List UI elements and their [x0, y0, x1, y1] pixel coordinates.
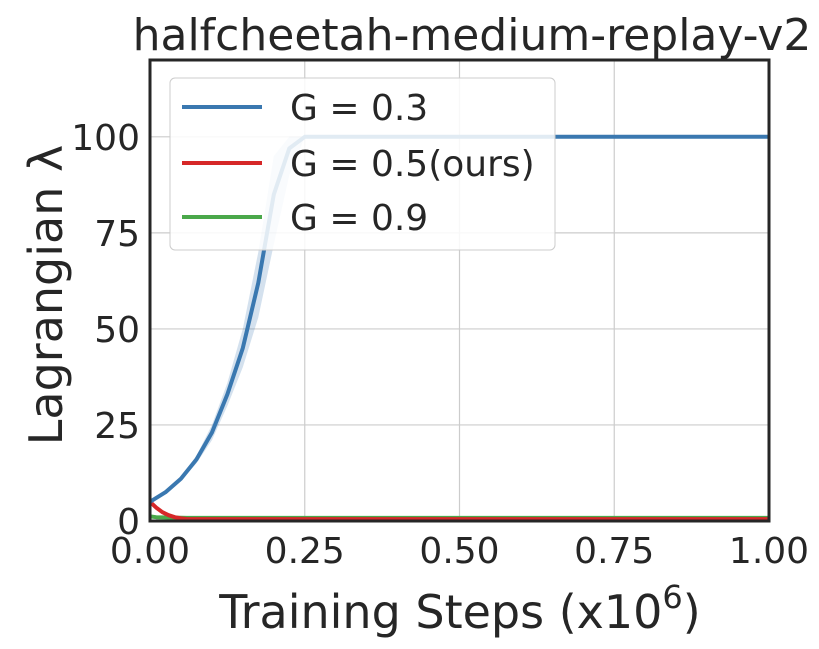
x-tick-label: 0.00 [110, 531, 190, 572]
x-tick-label: 0.75 [574, 531, 654, 572]
y-tick-label: 75 [94, 214, 140, 255]
y-tick-label: 50 [94, 310, 140, 351]
legend-label-g03: G = 0.3 [290, 88, 428, 129]
x-axis-label-close: ) [683, 585, 701, 639]
y-tick-label: 25 [94, 406, 140, 447]
x-axis-label: Training Steps (x106) [218, 578, 700, 639]
legend-label-g09: G = 0.9 [290, 198, 428, 239]
y-axis-label: Lagrangian λ [19, 145, 73, 445]
series-line-1 [148, 500, 769, 522]
legend-box [169, 77, 556, 251]
x-tick-labels: 0.00 0.25 0.50 0.75 1.00 [110, 531, 809, 572]
x-axis-label-text: Training Steps (x10 [218, 585, 662, 639]
x-tick-label: 1.00 [729, 531, 809, 572]
y-tick-label: 100 [71, 118, 140, 159]
chart-title: halfcheetah-medium-replay-v2 [133, 10, 812, 61]
legend-label-g05: G = 0.5(ours) [290, 144, 535, 185]
plot-frame [148, 58, 771, 523]
y-tick-labels: 0 25 50 75 100 [71, 118, 140, 543]
legend: G = 0.3 G = 0.5(ours) G = 0.9 [169, 77, 556, 251]
y-tick-label: 0 [117, 502, 140, 543]
x-axis-label-exponent: 6 [662, 578, 682, 616]
x-tick-label: 0.50 [419, 531, 499, 572]
x-tick-label: 0.25 [265, 531, 345, 572]
